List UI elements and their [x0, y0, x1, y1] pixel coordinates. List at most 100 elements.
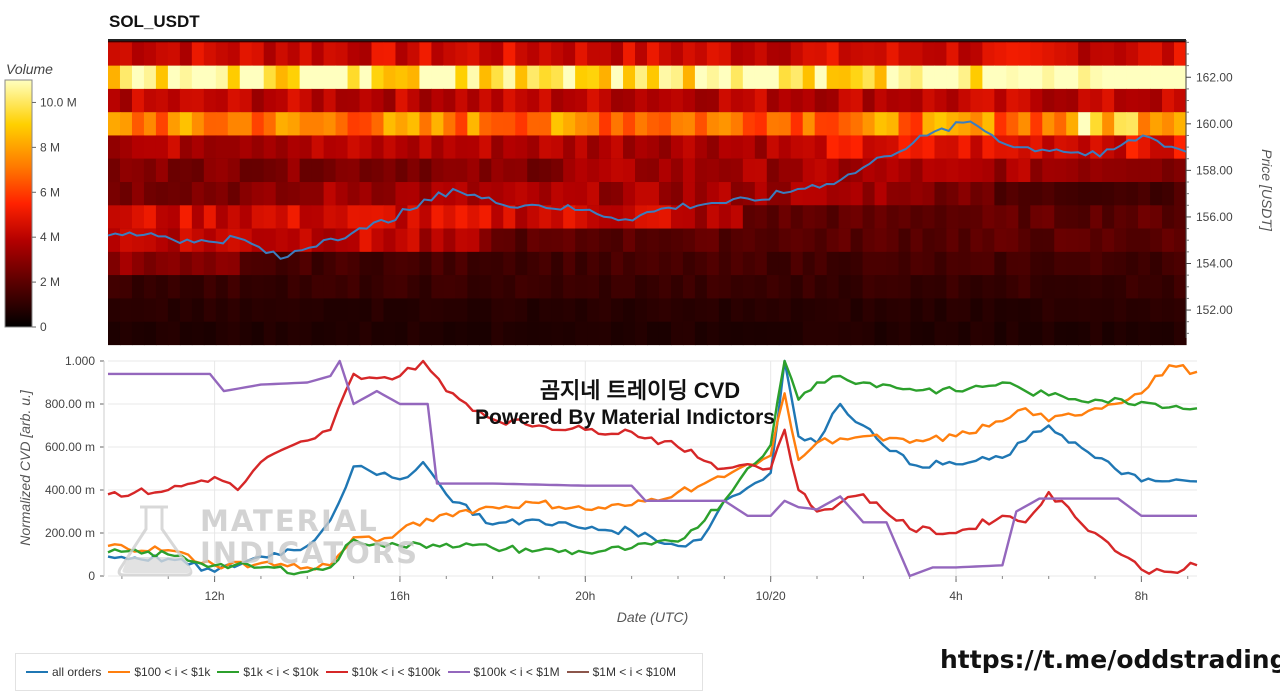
heatmap-cell	[1066, 42, 1079, 66]
heatmap-cell	[1114, 112, 1127, 136]
heatmap-cell	[491, 205, 504, 229]
heatmap-cell	[143, 65, 157, 90]
heatmap-cell	[611, 65, 624, 90]
heatmap-cell	[1018, 182, 1031, 206]
heatmap-cell	[874, 228, 888, 252]
legend-item[interactable]: $1M < i < $10M	[566, 665, 676, 679]
heatmap-cell	[335, 158, 349, 183]
heatmap-cell	[299, 42, 313, 66]
heatmap-cell	[1126, 275, 1139, 299]
heatmap-cell	[407, 251, 421, 276]
heatmap-cell	[371, 65, 385, 90]
legend-item[interactable]: all orders	[26, 665, 101, 679]
heatmap-cell	[503, 135, 516, 159]
heatmap-cell	[647, 88, 660, 113]
heatmap-cell	[1114, 65, 1127, 90]
heatmap-cell	[946, 275, 960, 299]
heatmap-cell	[994, 88, 1007, 113]
heatmap-cell	[263, 228, 277, 252]
heatmap-cell	[850, 158, 864, 183]
heatmap-cell	[874, 182, 888, 206]
heatmap-cell	[335, 65, 349, 90]
heatmap-cell	[251, 112, 265, 136]
heatmap-cell	[934, 88, 948, 113]
heatmap-cell	[263, 88, 277, 113]
heatmap-cell	[946, 251, 960, 276]
heatmap-cell	[203, 298, 217, 322]
heatmap-cell	[323, 298, 337, 322]
heatmap-cell	[1138, 112, 1151, 136]
heatmap-cell	[467, 321, 480, 346]
legend-item[interactable]: $1k < i < $10k	[217, 665, 319, 679]
heatmap-cell	[1078, 275, 1091, 299]
heatmap-cell	[694, 158, 708, 183]
heatmap-cell	[347, 321, 361, 346]
heatmap-cell	[515, 42, 528, 66]
heatmap-cell	[539, 275, 552, 299]
heatmap-cell	[802, 65, 816, 90]
heatmap-cell	[191, 275, 205, 299]
heatmap-cell	[467, 298, 480, 322]
heatmap-cell	[706, 275, 720, 299]
heatmap-cell	[323, 275, 337, 299]
heatmap-cell	[958, 228, 971, 252]
heatmap-cell	[766, 275, 780, 299]
heatmap-cell	[1018, 205, 1031, 229]
heatmap-cell	[551, 321, 564, 346]
heatmap-cell	[407, 42, 421, 66]
legend-item[interactable]: $100k < i < $1M	[447, 665, 560, 679]
heatmap-cell	[479, 251, 492, 276]
heatmap-cell	[599, 251, 612, 276]
heatmap-cell	[1054, 158, 1067, 183]
heatmap-cell	[958, 42, 971, 66]
heatmap-cell	[1042, 182, 1055, 206]
heatmap-cell	[143, 42, 157, 66]
heatmap-cell	[1162, 158, 1175, 183]
price-axis-title: Price [USDT]	[1259, 149, 1275, 232]
heatmap-cell	[371, 205, 385, 229]
legend-item[interactable]: $100 < i < $1k	[108, 665, 210, 679]
heatmap-cell	[1138, 182, 1151, 206]
price-line	[107, 120, 1187, 260]
heatmap-cell	[934, 321, 948, 346]
heatmap-cell	[335, 182, 349, 206]
heatmap-cell	[467, 135, 480, 159]
heatmap-cell	[203, 182, 217, 206]
heatmap-cell	[551, 158, 564, 183]
heatmap-cell	[802, 251, 816, 276]
heatmap-cell	[347, 205, 361, 229]
heatmap-cell	[1030, 228, 1043, 252]
heatmap-cell	[179, 298, 193, 322]
heatmap-cell	[958, 298, 971, 322]
heatmap-cell	[239, 42, 253, 66]
heatmap-cell	[1102, 88, 1115, 113]
heatmap-cell	[395, 251, 409, 276]
heatmap-cell	[287, 88, 301, 113]
legend-item[interactable]: $10k < i < $100k	[325, 665, 441, 679]
heatmap-cell	[119, 205, 133, 229]
heatmap-cell	[251, 135, 265, 159]
heatmap-cell	[682, 42, 696, 66]
telegram-link[interactable]: https://t.me/oddstrading2	[940, 645, 1280, 674]
heatmap-cell	[347, 112, 361, 136]
heatmap-cell	[347, 251, 361, 276]
heatmap-cell	[802, 205, 816, 229]
heatmap-cell	[503, 158, 516, 183]
cvd-y-axis-title: Normalized CVD [arb. u.]	[17, 389, 33, 546]
heatmap-cell	[311, 88, 325, 113]
heatmap-cell	[227, 275, 241, 299]
heatmap-cell	[599, 182, 612, 206]
colorbar-tick-label: 8 M	[40, 140, 60, 154]
heatmap-cell	[1162, 275, 1175, 299]
heatmap-cell	[299, 65, 313, 90]
heatmap-cell	[934, 135, 948, 159]
heatmap-cell	[647, 182, 660, 206]
legend-swatch	[566, 671, 589, 673]
heatmap-cell	[778, 112, 792, 136]
heatmap-cell	[994, 298, 1007, 322]
heatmap-cell	[647, 321, 660, 346]
heatmap-cell	[754, 112, 768, 136]
heatmap-cell	[910, 205, 924, 229]
heatmap-cell	[575, 298, 588, 322]
heatmap-cell	[479, 182, 492, 206]
